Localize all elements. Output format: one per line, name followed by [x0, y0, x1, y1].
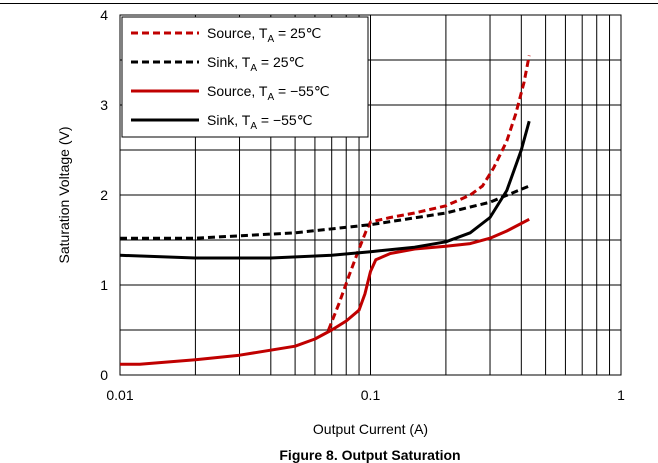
legend-label-subscript: A: [267, 34, 274, 45]
top-rule: [0, 3, 658, 4]
figure-caption: Figure 8. Output Saturation: [279, 447, 460, 463]
series-line-4: [119, 120, 531, 260]
y-axis-title: Saturation Voltage (V): [56, 127, 72, 264]
legend-label-tail: = −55℃: [257, 112, 312, 128]
legend-label: Sink, TA = −55℃: [207, 112, 312, 132]
legend-label-main: Source, T: [207, 83, 268, 99]
y-tick-label: 3: [100, 97, 108, 113]
legend-label-tail: = 25℃: [274, 25, 321, 41]
grid: [120, 15, 621, 375]
x-axis-title: Output Current (A): [313, 421, 428, 437]
series-layer: [119, 55, 531, 366]
series-line-3: [120, 217, 530, 366]
y-tick-label: 2: [100, 187, 108, 203]
series-line-2: [120, 184, 530, 240]
plot-frame: [119, 14, 622, 376]
legend-label: Source, TA = −55℃: [207, 83, 330, 103]
legend-box: [121, 16, 369, 138]
legend-label-main: Sink, T: [207, 54, 251, 70]
y-tick-label: 4: [100, 7, 108, 23]
y-tick-label: 0: [100, 367, 108, 383]
series-line-1: [327, 55, 531, 331]
legend-label-subscript: A: [250, 121, 257, 132]
legend-label-tail: = −55℃: [274, 83, 329, 99]
legend-label-main: Sink, T: [207, 112, 251, 128]
legend-label-tail: = 25℃: [257, 54, 304, 70]
legend-label-main: Source, T: [207, 25, 268, 41]
legend-label-subscript: A: [267, 92, 274, 103]
legend-label: Sink, TA = 25℃: [207, 54, 304, 74]
legend-label-subscript: A: [250, 63, 257, 74]
legend-label: Source, TA = 25℃: [207, 25, 321, 45]
x-tick-label: 1: [617, 387, 625, 403]
y-tick-label: 1: [100, 277, 108, 293]
tick-labels: 0.01 0.1 1 0 1 2 3 4: [100, 7, 625, 403]
x-tick-label: 0.01: [106, 387, 133, 403]
x-tick-label: 0.1: [361, 387, 381, 403]
